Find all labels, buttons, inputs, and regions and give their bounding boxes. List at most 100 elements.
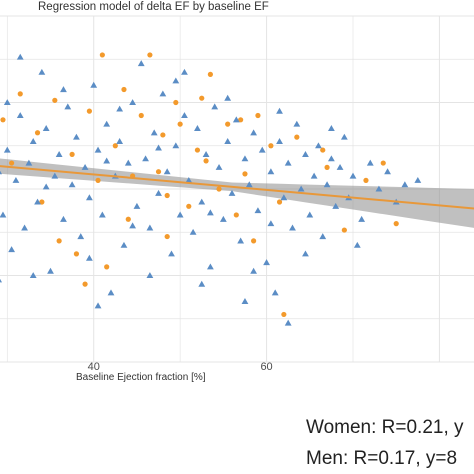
data-point-triangle: [224, 138, 232, 144]
data-point-triangle: [12, 176, 20, 183]
data-point-triangle: [206, 263, 214, 270]
data-point-triangle: [85, 194, 93, 201]
data-point-triangle: [211, 103, 219, 110]
data-point-triangle: [116, 105, 124, 112]
data-point-circle: [276, 199, 283, 205]
data-point-circle: [238, 117, 244, 123]
data-point-triangle: [327, 125, 335, 131]
data-point-triangle: [284, 319, 292, 326]
data-point-circle: [186, 203, 192, 209]
data-point-triangle: [267, 220, 275, 227]
data-point-circle: [242, 171, 248, 177]
data-point-triangle: [315, 142, 322, 149]
data-point-triangle: [150, 129, 158, 136]
data-point-triangle: [349, 172, 357, 179]
data-point-triangle: [353, 241, 361, 248]
data-point-circle: [255, 112, 261, 119]
data-point-triangle: [375, 185, 383, 192]
data-point-triangle: [384, 168, 391, 175]
data-point-triangle: [206, 209, 214, 216]
data-point-triangle: [0, 278, 3, 283]
data-point-circle: [281, 311, 287, 318]
data-point-triangle: [172, 77, 180, 84]
data-point-triangle: [116, 138, 124, 144]
data-point-triangle: [3, 146, 11, 153]
data-point-triangle: [293, 120, 301, 127]
data-point-triangle: [181, 112, 188, 119]
data-point-circle: [177, 121, 183, 127]
data-point-triangle: [241, 298, 249, 304]
data-point-circle: [34, 130, 41, 136]
data-point-triangle: [263, 259, 270, 266]
fit-line-layer: [0, 165, 474, 210]
data-point-circle: [104, 264, 110, 270]
data-point-circle: [225, 121, 231, 127]
data-point-triangle: [16, 53, 24, 60]
data-point-circle: [324, 164, 330, 170]
data-point-triangle: [258, 146, 266, 153]
data-point-circle: [69, 151, 75, 157]
data-point-triangle: [60, 215, 67, 222]
data-point-triangle: [245, 181, 253, 188]
data-point-triangle: [202, 151, 210, 157]
data-point-triangle: [29, 138, 37, 144]
women-regression-stat: Women: R=0.21, y: [306, 417, 464, 438]
data-point-triangle: [366, 159, 374, 166]
data-point-circle: [160, 132, 166, 138]
data-point-circle: [56, 238, 62, 244]
data-point-triangle: [137, 60, 145, 67]
data-point-circle: [294, 134, 300, 140]
data-point-triangle: [60, 86, 67, 93]
data-point-triangle: [55, 151, 63, 157]
data-point-triangle: [155, 144, 162, 151]
data-point-triangle: [42, 125, 50, 131]
data-point-triangle: [103, 120, 111, 127]
data-point-triangle: [146, 224, 154, 231]
data-point-circle: [9, 160, 15, 166]
data-point-circle: [380, 160, 386, 166]
data-point-triangle: [146, 272, 154, 279]
data-point-triangle: [107, 289, 115, 296]
data-point-triangle: [163, 168, 171, 175]
data-point-circle: [194, 147, 201, 153]
data-point-triangle: [124, 159, 132, 166]
data-point-triangle: [224, 94, 232, 101]
data-point-circle: [393, 221, 399, 227]
data-point-triangle: [85, 254, 93, 261]
data-point-triangle: [319, 233, 327, 240]
data-point-circle: [86, 108, 92, 114]
data-point-triangle: [302, 250, 309, 257]
data-point-triangle: [34, 198, 41, 205]
data-point-circle: [52, 97, 58, 103]
data-point-triangle: [250, 267, 258, 274]
chart-title: Regression model of delta EF by baseline…: [38, 1, 269, 13]
data-point-triangle: [340, 133, 348, 140]
data-point-triangle: [142, 155, 149, 162]
data-point-triangle: [168, 250, 175, 257]
x-axis-label: Baseline Ejection fraction [%]: [76, 372, 206, 383]
data-point-triangle: [16, 112, 24, 119]
data-point-triangle: [310, 172, 318, 179]
data-point-triangle: [185, 176, 193, 183]
data-point-triangle: [189, 228, 197, 235]
data-point-triangle: [90, 81, 98, 88]
data-point-triangle: [3, 99, 11, 106]
data-point-circle: [164, 192, 170, 199]
data-point-triangle: [120, 241, 128, 248]
data-point-triangle: [172, 142, 180, 149]
data-point-triangle: [64, 103, 72, 110]
regression-line: [0, 165, 474, 210]
data-point-triangle: [228, 189, 236, 196]
data-point-triangle: [73, 133, 80, 140]
data-point-triangle: [267, 168, 275, 175]
data-point-circle: [73, 251, 80, 257]
data-point-triangle: [237, 237, 245, 244]
data-point-triangle: [94, 302, 102, 309]
data-point-circle: [268, 143, 274, 149]
data-point-triangle: [194, 125, 201, 131]
data-point-triangle: [181, 68, 188, 75]
data-point-circle: [17, 91, 23, 97]
data-point-triangle: [176, 211, 184, 218]
data-point-triangle: [94, 146, 102, 153]
data-point-triangle: [21, 224, 28, 231]
